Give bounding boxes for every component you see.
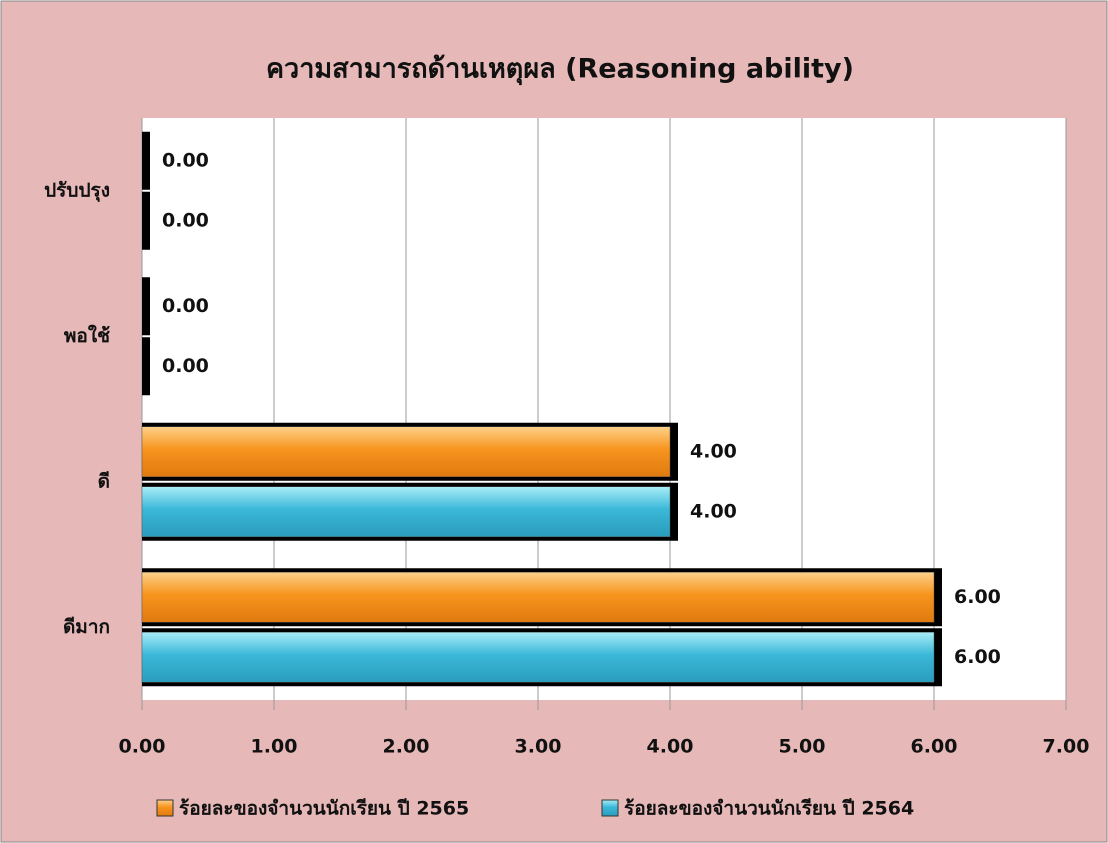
bar-shadow	[142, 277, 150, 336]
x-tick-label: 0.00	[119, 736, 166, 758]
y-tick-label: ปรับปรุง	[44, 179, 110, 202]
x-tick-label: 5.00	[779, 736, 826, 758]
bar	[141, 426, 671, 477]
x-tick-label: 6.00	[911, 736, 958, 758]
legend-marker	[156, 799, 174, 817]
legend-label: ร้อยละของจำนวนนักเรียน ปี 2565	[179, 798, 469, 820]
x-tick-label: 4.00	[647, 736, 694, 758]
value-label: 0.00	[162, 295, 209, 317]
legend-marker	[601, 799, 619, 817]
x-tick-label: 2.00	[383, 736, 430, 758]
x-tick-label: 3.00	[515, 736, 562, 758]
bar-shadow	[142, 337, 150, 396]
value-label: 6.00	[954, 646, 1001, 668]
bar-shadow	[142, 131, 150, 190]
bar-shadow	[142, 191, 150, 250]
value-label: 0.00	[162, 209, 209, 231]
value-label: 4.00	[690, 500, 737, 522]
x-tick-label: 7.00	[1043, 736, 1090, 758]
value-label: 6.00	[954, 586, 1001, 608]
value-label: 0.00	[162, 149, 209, 171]
value-label: 4.00	[690, 440, 737, 462]
bar	[141, 572, 935, 623]
bar	[141, 632, 935, 683]
x-tick-label: 1.00	[251, 736, 298, 758]
value-label: 0.00	[162, 355, 209, 377]
bar	[141, 486, 671, 537]
legend-label: ร้อยละของจำนวนนักเรียน ปี 2564	[624, 798, 914, 820]
chart-title: ความสามารถด้านเหตุผล (Reasoning ability)	[266, 54, 854, 86]
y-tick-label: พอใช้	[64, 324, 110, 347]
y-tick-label: ดี	[98, 470, 110, 492]
y-tick-label: ดีมาก	[63, 616, 110, 638]
